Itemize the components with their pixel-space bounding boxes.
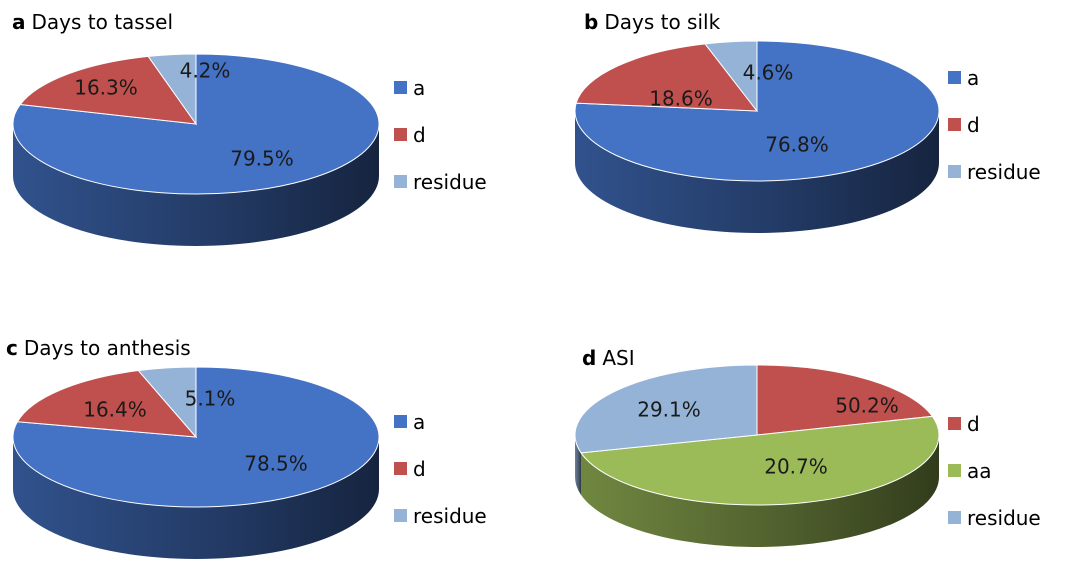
legend-label: d xyxy=(967,112,980,137)
pie-slice-d xyxy=(19,55,198,125)
legend-swatch xyxy=(394,128,407,141)
panel-letter: c xyxy=(6,336,18,360)
legend-swatch xyxy=(948,118,961,131)
panel-letter: d xyxy=(582,346,597,370)
pie-slice-a xyxy=(574,40,940,182)
legend-label: aa xyxy=(967,458,992,483)
pie-panel-c: c Days to anthesis 78.5% 16.4% 5.1% a d resid… xyxy=(0,330,536,577)
legend-item-a: a xyxy=(394,398,487,445)
slice-label-residue: 4.6% xyxy=(743,61,794,85)
legend-item-residue: residue xyxy=(948,494,1041,541)
legend-label: residue xyxy=(967,505,1041,530)
legend-swatch xyxy=(394,415,407,428)
legend-swatch xyxy=(948,511,961,524)
pie-slice-residue xyxy=(137,366,197,439)
slice-label-d: 16.3% xyxy=(74,76,138,100)
chart-title-text: Days to tassel xyxy=(31,10,174,34)
legend-label: residue xyxy=(413,503,487,528)
legend-item-d: d xyxy=(394,445,487,492)
legend-swatch xyxy=(394,175,407,188)
legend-item-residue: residue xyxy=(394,492,487,539)
pie-chart: 79.5% 16.3% 4.2% xyxy=(12,53,380,246)
legend-swatch xyxy=(948,71,961,84)
legend-item-d: d xyxy=(394,111,487,158)
legend: a d residue xyxy=(394,64,487,205)
chart-title-text: ASI xyxy=(602,346,635,370)
pie-side-a xyxy=(13,437,379,559)
legend-swatch xyxy=(394,509,407,522)
legend-item-d: d xyxy=(948,400,1041,447)
chart-title: a Days to tassel xyxy=(12,10,173,34)
slice-label-a: 78.5% xyxy=(244,452,308,476)
legend-label: a xyxy=(413,75,426,100)
pie-chart: 78.5% 16.4% 5.1% xyxy=(12,366,380,559)
chart-title-text: Days to anthesis xyxy=(23,336,191,360)
pie-slice-residue xyxy=(147,53,197,126)
legend-swatch xyxy=(948,165,961,178)
legend-label: residue xyxy=(967,159,1041,184)
pie-chart: 20.7% 50.2% 29.1% xyxy=(574,364,940,548)
legend-swatch xyxy=(394,462,407,475)
legend-label: d xyxy=(967,411,980,436)
pie-slice-d xyxy=(16,370,198,438)
pie-chart: 76.8% 18.6% 4.6% xyxy=(574,40,940,233)
legend: a d residue xyxy=(948,54,1041,195)
chart-title: b Days to silk xyxy=(584,10,720,34)
chart-title: c Days to anthesis xyxy=(6,336,191,360)
legend-swatch xyxy=(948,464,961,477)
legend-label: a xyxy=(413,409,426,434)
legend: d aa residue xyxy=(948,400,1041,541)
slice-label-aa: 50.2% xyxy=(835,394,899,418)
slice-label-a: 76.8% xyxy=(765,133,829,157)
panel-letter: a xyxy=(12,10,26,34)
slice-label-d: 16.4% xyxy=(83,398,147,422)
legend-item-a: a xyxy=(948,54,1041,101)
pie-slice-d xyxy=(575,43,759,112)
slice-label-residue: 5.1% xyxy=(185,387,236,411)
legend: a d residue xyxy=(394,398,487,539)
legend-label: a xyxy=(967,65,980,90)
pie-panel-b: b Days to silk 76.8% 18.6% 4.6% a d residue xyxy=(560,0,1072,288)
pie-side-residue xyxy=(575,435,582,495)
pie-side-a xyxy=(575,111,939,233)
pie-side-a xyxy=(13,124,379,246)
legend-item-residue: residue xyxy=(394,158,487,205)
pie-slice-d xyxy=(756,364,934,436)
slice-label-d: 18.6% xyxy=(649,87,713,111)
slice-label-d: 20.7% xyxy=(764,455,828,479)
panel-letter: b xyxy=(584,10,599,34)
slice-label-a: 79.5% xyxy=(230,147,294,171)
slice-label-residue: 4.2% xyxy=(180,59,231,83)
pie-slice-aa xyxy=(580,415,940,506)
legend-item-d: d xyxy=(948,101,1041,148)
pie-panel-d: d ASI 20.7% 50.2% 29.1% d aa residue xyxy=(560,330,1072,577)
slice-label-residue: 29.1% xyxy=(637,398,701,422)
pie-side-aa xyxy=(581,435,939,548)
legend-label: d xyxy=(413,122,426,147)
pie-slice-residue xyxy=(574,364,758,454)
legend-item-residue: residue xyxy=(948,148,1041,195)
pie-panel-a: a Days to tassel 79.5% 16.3% 4.2% a d residue xyxy=(0,0,536,288)
legend-label: d xyxy=(413,456,426,481)
legend-label: residue xyxy=(413,169,487,194)
legend-item-a: a xyxy=(394,64,487,111)
legend-swatch xyxy=(394,81,407,94)
chart-title: d ASI xyxy=(582,346,635,370)
pie-slice-residue xyxy=(704,40,758,113)
chart-title-text: Days to silk xyxy=(604,10,721,34)
legend-item-aa: aa xyxy=(948,447,1041,494)
legend-swatch xyxy=(948,417,961,430)
